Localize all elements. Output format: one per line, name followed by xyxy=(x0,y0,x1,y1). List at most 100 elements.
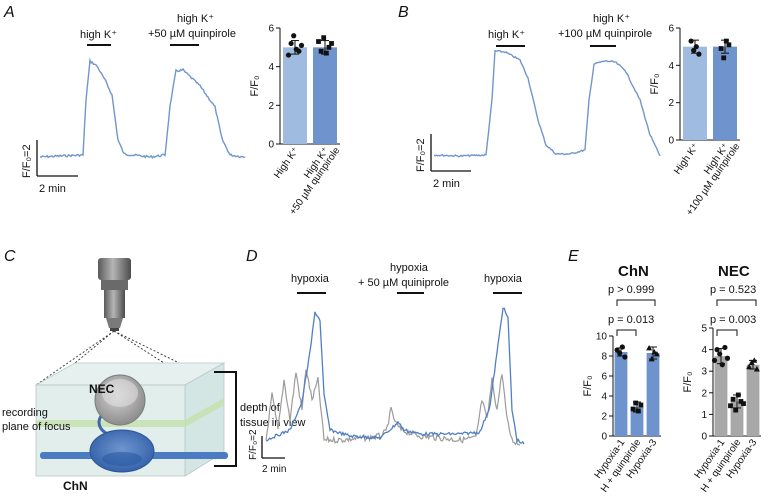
y-tick-label: 10 xyxy=(596,332,608,343)
bar xyxy=(683,46,707,140)
data-point xyxy=(721,55,727,61)
y-tick-label: 2 xyxy=(668,98,674,109)
data-point xyxy=(723,38,729,44)
panel-e-nec-bracket-top xyxy=(716,299,757,306)
recording-label-2: plane of focus xyxy=(2,421,71,433)
panel-d-hypoxia-quin-label-1: hypoxia xyxy=(390,262,429,274)
category-label: High K⁺ xyxy=(672,141,701,176)
y-tick-label: 6 xyxy=(601,372,607,383)
depth-label-2: tissue in view xyxy=(240,417,305,429)
data-point xyxy=(648,356,655,362)
data-point xyxy=(326,44,332,50)
panel-a-quin-label-1: high K⁺ xyxy=(177,13,214,25)
panel-e-chn-bracket-top xyxy=(616,299,656,306)
bar xyxy=(713,46,737,140)
panel-a-letter: A xyxy=(3,4,15,21)
data-point xyxy=(722,344,728,351)
panel-e-chn-p-bottom: p = 0.013 xyxy=(608,314,654,326)
panel-a-scale-x-label: 2 min xyxy=(39,183,66,195)
panel-b-quin-label-1: high K⁺ xyxy=(593,13,630,25)
data-point xyxy=(329,41,334,46)
y-tick-label: 5 xyxy=(701,324,707,335)
recording-label-1: recording xyxy=(2,407,48,419)
y-tick-label: 1 xyxy=(701,410,707,421)
y-tick-label: 8 xyxy=(601,352,607,363)
data-point xyxy=(719,362,725,368)
y-axis-label: F/F₀ xyxy=(682,371,694,392)
bar xyxy=(714,356,728,436)
panel-b-trace xyxy=(433,49,661,158)
panel-e-nec-title: NEC xyxy=(718,263,750,280)
data-point xyxy=(323,50,329,56)
panel-b-scale-y-label: F/F₀=2 xyxy=(415,138,427,172)
data-point xyxy=(688,38,694,44)
y-tick-label: 4 xyxy=(668,61,674,72)
data-point xyxy=(630,406,636,412)
y-tick-label: 2 xyxy=(268,101,274,112)
panel-a-scale-y-label: F/F₀=2 xyxy=(21,144,33,178)
data-point xyxy=(730,396,736,402)
panel-b-high-k-label: high K⁺ xyxy=(488,29,525,41)
data-point xyxy=(753,366,760,372)
data-point xyxy=(728,403,733,409)
panel-d-hypoxia-label-1: hypoxia xyxy=(291,273,330,285)
bar xyxy=(630,407,644,436)
data-point xyxy=(735,392,741,398)
data-point xyxy=(717,351,723,357)
data-point xyxy=(285,52,292,58)
data-point xyxy=(741,401,746,406)
category-label: High K⁺ xyxy=(272,145,301,180)
y-tick-label: 0 xyxy=(668,136,674,147)
data-point xyxy=(298,42,305,49)
data-point xyxy=(288,40,294,47)
panel-a: A high K⁺ high K⁺ +50 µM quinpirole F/F₀… xyxy=(3,4,343,217)
nec-label: NEC xyxy=(89,382,115,396)
panel-e-chn-bracket-bottom xyxy=(616,329,637,336)
panel-d-letter: D xyxy=(246,248,258,265)
data-point xyxy=(711,357,718,363)
panel-b-quin-label-2: +100 µM quinpirole xyxy=(558,28,652,40)
panel-c: C xyxy=(2,248,305,493)
microscope-objective-icon xyxy=(98,258,131,331)
panel-e-nec-p-bottom: p = 0.003 xyxy=(710,314,756,326)
data-point xyxy=(653,351,660,357)
panel-e-chn-p-top: p > 0.999 xyxy=(608,284,654,296)
y-tick-label: 0 xyxy=(268,140,274,151)
data-point xyxy=(296,48,302,54)
data-point xyxy=(318,48,324,54)
bar xyxy=(313,47,337,145)
y-tick-label: 0 xyxy=(701,432,707,443)
data-point xyxy=(733,407,739,413)
view-cone xyxy=(35,330,225,386)
data-point xyxy=(633,400,639,406)
y-axis-label: F/F₀ xyxy=(582,375,594,396)
data-point xyxy=(724,355,731,361)
panel-e-nec-p-top: p = 0.523 xyxy=(710,284,756,296)
panel-b: B high K⁺ high K⁺ +100 µM quinpirole F/F… xyxy=(398,4,743,218)
panel-e-letter: E xyxy=(568,248,579,265)
data-point xyxy=(617,350,623,356)
y-tick-label: 6 xyxy=(268,24,274,35)
panel-a-trace xyxy=(39,57,246,160)
panel-e-chn-title: ChN xyxy=(618,263,649,280)
data-point xyxy=(691,47,697,54)
bar xyxy=(746,364,760,436)
bar xyxy=(614,352,628,436)
data-point xyxy=(291,33,297,39)
chn-cell-icon xyxy=(40,429,228,473)
data-point xyxy=(738,399,744,404)
panel-b-letter: B xyxy=(398,4,409,21)
panel-d-trace-blue xyxy=(265,307,525,445)
nec-cell-icon xyxy=(94,374,146,438)
data-point xyxy=(696,51,702,57)
y-tick-label: 0 xyxy=(601,432,607,443)
y-tick-label: 2 xyxy=(601,412,607,423)
panel-c-letter: C xyxy=(4,248,16,265)
panel-a-quin-label-2: +50 µM quinpirole xyxy=(148,28,236,40)
y-tick-label: 4 xyxy=(601,392,607,403)
y-axis-label: F/F₀ xyxy=(249,75,261,96)
